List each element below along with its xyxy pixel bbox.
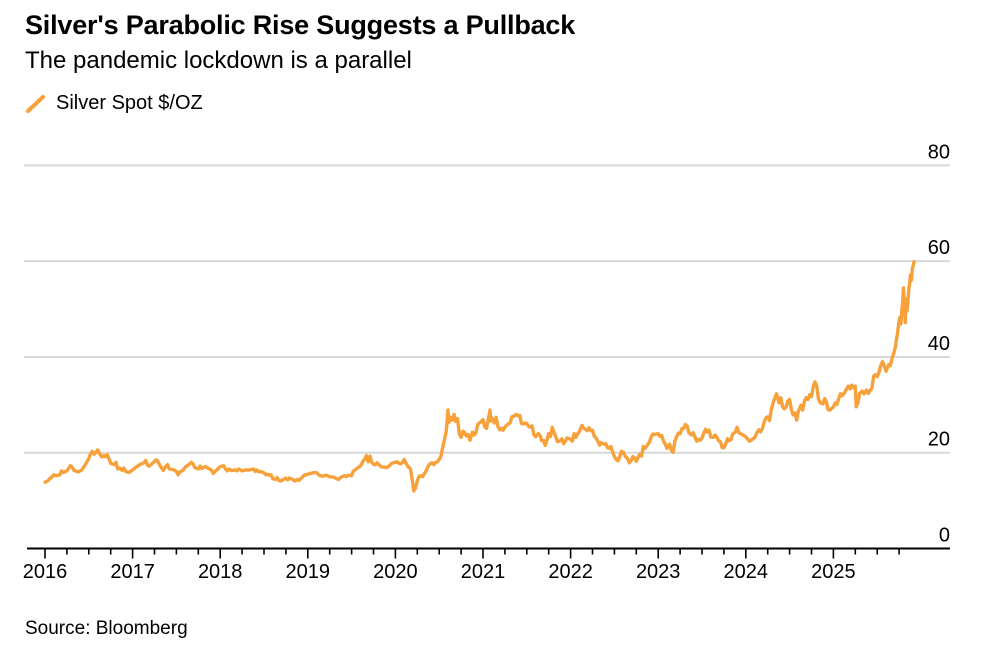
source-attribution: Source: Bloomberg (25, 618, 188, 639)
x-axis-label-2023: 2023 (636, 561, 681, 583)
x-axis-label-2021: 2021 (461, 561, 506, 583)
x-axis-label-2020: 2020 (373, 561, 418, 583)
y-axis-label-0: 0 (939, 525, 950, 547)
y-axis-label-60: 60 (928, 237, 950, 259)
silver-spot-price-line (43, 260, 916, 493)
y-axis-label-40: 40 (928, 333, 950, 355)
x-axis-label-2018: 2018 (198, 561, 243, 583)
x-axis-label-2019: 2019 (286, 561, 331, 583)
y-axis-label-20: 20 (928, 429, 950, 451)
x-axis-label-2016: 2016 (23, 561, 68, 583)
chart-legend: Silver Spot $/OZ (25, 92, 966, 115)
line-slash-icon (26, 94, 45, 113)
x-axis-label-2025: 2025 (811, 561, 856, 583)
x-axis-label-2022: 2022 (548, 561, 593, 583)
page-title: Silver's Parabolic Rise Suggests a Pullb… (25, 10, 576, 40)
legend-series-label: Silver Spot $/OZ (56, 92, 203, 114)
x-axis-label-2024: 2024 (724, 561, 769, 583)
chart-subtitle: The pandemic lockdown is a parallel (25, 47, 412, 74)
y-axis-label-80: 80 (928, 141, 950, 163)
x-axis-label-2017: 2017 (110, 561, 155, 583)
